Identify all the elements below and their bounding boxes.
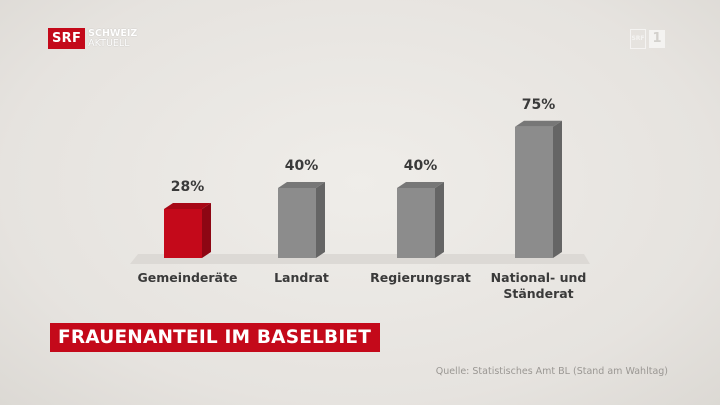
bar-side [435,182,444,258]
chart-title: FRAUENANTEIL IM BASELBIET [50,323,381,352]
logo-line-2: AKTUELL [88,37,130,49]
channel-bug-number: 1 [649,30,665,48]
category-label-3: National- und Ständerat [491,270,587,301]
bar-2 [397,182,444,258]
bar-top [397,182,444,188]
srf-logo: SRF SCHWEIZ AKTUELL [48,28,137,49]
bar-side [316,182,325,258]
srf-logo-text: SCHWEIZ AKTUELL [88,27,138,49]
data-label-3: 75% [522,97,556,113]
category-label-line: Landrat [274,270,329,285]
bar-side [553,120,562,258]
category-label-1: Landrat [274,270,329,285]
bar-front [164,209,202,258]
category-label-2: Regierungsrat [370,270,471,285]
srf-logo-badge: SRF [48,28,86,49]
bar-top [164,203,211,209]
category-label-line: Regierungsrat [370,270,471,285]
bar-1 [278,182,325,258]
category-label-line: Gemeinderäte [138,270,238,285]
bar-top [278,182,325,188]
bar-0 [164,203,211,258]
category-label-0: Gemeinderäte [138,270,238,285]
data-label-2: 40% [404,158,438,174]
data-label-0: 28% [171,179,205,195]
channel-bug-box: SRF [630,29,646,49]
category-label-line: National- und [491,270,587,285]
bar-front [515,126,553,258]
bar-front [278,188,316,258]
category-label-line: Ständerat [503,286,573,301]
bar-top [515,120,562,127]
data-label-1: 40% [285,158,319,174]
chart-floor [130,254,590,264]
channel-bug-icon: SRF 1 [630,29,666,49]
bar-3 [515,120,562,258]
bar-front [397,188,435,258]
bar-side [202,203,211,258]
logo-line-1: SCHWEIZ [88,27,138,39]
source-note: Quelle: Statistisches Amt BL (Stand am W… [435,366,668,377]
